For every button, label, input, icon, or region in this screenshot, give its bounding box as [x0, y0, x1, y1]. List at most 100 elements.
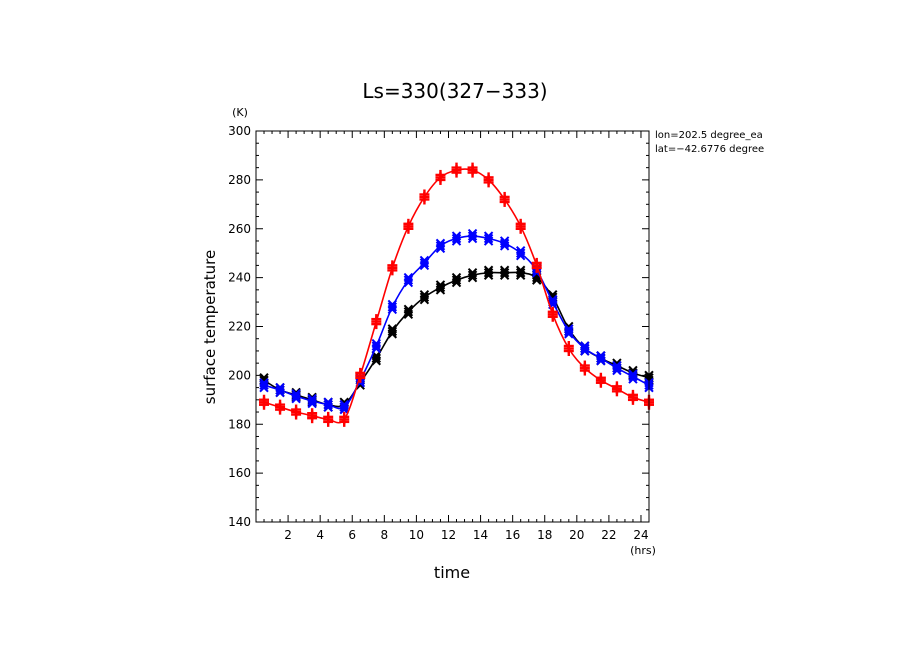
x-marker-b — [515, 268, 526, 278]
x-marker-b — [564, 326, 574, 337]
x-marker-b — [483, 270, 494, 280]
x-unit-label: (hrs) — [630, 544, 656, 557]
x-marker-b — [419, 294, 430, 305]
x-marker-b — [596, 353, 606, 363]
series-0-point — [627, 389, 638, 405]
series-0-point — [451, 162, 462, 178]
x-marker-b — [291, 393, 301, 404]
x-marker-b — [387, 302, 398, 312]
series-0-point — [515, 218, 526, 234]
series-0-point — [355, 367, 366, 383]
y-tick-label: 260 — [228, 222, 251, 236]
series-2-point — [467, 267, 478, 283]
series-0-point — [291, 404, 302, 420]
x-marker-b — [259, 382, 269, 393]
x-marker-b — [307, 398, 317, 409]
series-2-point — [515, 265, 526, 280]
y-unit-label: (K) — [232, 106, 248, 119]
series-0-point — [259, 394, 270, 410]
x-marker-b — [451, 236, 462, 246]
series-1-point — [515, 245, 526, 261]
x-tick-label: 10 — [409, 528, 424, 542]
x-marker-b — [419, 258, 430, 268]
annotation-lat: lat=−42.6776 degree — [655, 144, 764, 155]
x-marker-b — [307, 396, 317, 406]
series-1-point — [499, 236, 510, 251]
series-0-point — [275, 399, 286, 415]
series-0-point — [531, 257, 542, 273]
x-tick-label: 16 — [505, 528, 520, 542]
series-2-point — [403, 304, 414, 320]
series-2-point — [419, 289, 430, 305]
series-1-point — [259, 377, 269, 393]
series-0-point — [563, 340, 574, 356]
series-1-point — [564, 324, 574, 339]
x-marker-b — [564, 329, 574, 339]
x-marker-b — [339, 404, 349, 415]
x-marker-b — [275, 387, 285, 398]
series-1-point — [291, 388, 301, 404]
series-0-point — [611, 381, 622, 397]
annotation-lon: lon=202.5 degree_ea — [655, 130, 763, 141]
y-tick-label: 300 — [228, 124, 251, 138]
x-marker-b — [612, 363, 622, 373]
axes: 2 4 6 8 10 12 14 16 18 20 22 2414016018020022024026… — [228, 124, 650, 542]
series-1-point — [419, 255, 430, 271]
x-axis-label: time — [434, 563, 470, 582]
x-marker-b — [435, 243, 446, 254]
series-1-point — [307, 393, 317, 409]
x-marker-b — [371, 356, 382, 366]
series-0-point — [307, 408, 318, 424]
x-tick-label: 4 — [316, 528, 324, 542]
series-1-point — [483, 231, 494, 246]
series-1-point — [275, 382, 285, 398]
x-marker-b — [435, 241, 446, 251]
x-tick-label: 20 — [569, 528, 584, 542]
x-marker-b — [387, 329, 398, 339]
series-line-0 — [263, 168, 650, 424]
x-marker-b — [323, 402, 333, 412]
series-0-point — [483, 172, 494, 188]
series-0-point — [547, 306, 558, 322]
x-marker-b — [628, 374, 638, 384]
x-tick-label: 6 — [348, 528, 356, 542]
y-tick-label: 240 — [228, 271, 251, 285]
x-marker-b — [580, 346, 590, 356]
x-marker-b — [532, 275, 542, 285]
x-marker-b — [499, 268, 510, 278]
x-marker-b — [499, 241, 510, 251]
x-marker-b — [387, 304, 398, 315]
series-0-point — [435, 169, 446, 185]
x-marker-b — [580, 343, 590, 354]
x-marker-b — [451, 233, 462, 244]
x-marker-b — [596, 356, 606, 366]
series-2-point — [483, 265, 494, 280]
y-tick-label: 200 — [228, 368, 251, 382]
x-marker-b — [403, 307, 414, 317]
x-marker-b — [515, 250, 526, 261]
x-tick-label: 2 — [284, 528, 292, 542]
x-marker-b — [387, 326, 398, 337]
series-0-point — [339, 411, 350, 427]
y-tick-label: 180 — [228, 417, 251, 431]
x-marker-b — [323, 399, 333, 410]
y-tick-label: 160 — [228, 466, 251, 480]
x-marker-b — [483, 268, 494, 278]
series-0-point — [387, 260, 398, 276]
x-marker-b — [483, 236, 494, 246]
series-1-point — [467, 228, 478, 244]
series-0-point — [595, 372, 606, 388]
x-marker-b — [259, 380, 269, 390]
series-1-point — [580, 341, 590, 356]
x-marker-b — [403, 309, 414, 320]
series-1-point — [435, 238, 446, 254]
series-line-2 — [263, 271, 650, 408]
x-marker-b — [451, 277, 462, 288]
x-marker-b — [435, 282, 446, 293]
x-tick-label: 22 — [601, 528, 616, 542]
series-2-point — [387, 324, 398, 339]
x-marker-b — [467, 270, 478, 280]
x-marker-b — [291, 391, 301, 401]
y-tick-label: 280 — [228, 173, 251, 187]
